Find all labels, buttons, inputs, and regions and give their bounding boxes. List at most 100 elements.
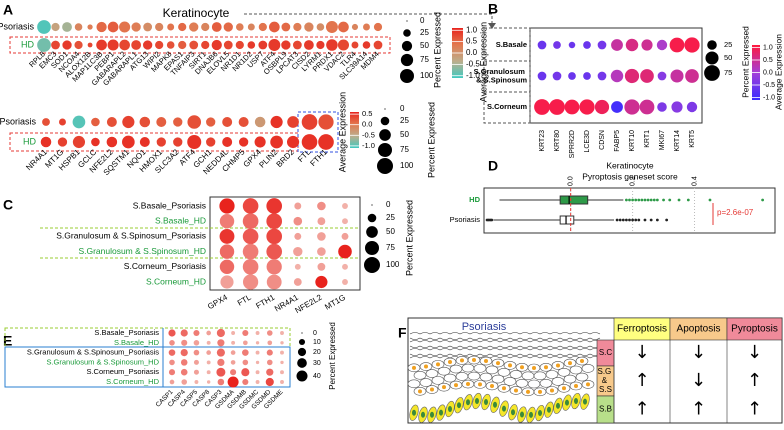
dot <box>181 379 188 385</box>
dot <box>594 99 610 115</box>
size-legend-label: 25 <box>420 28 429 37</box>
nucleus <box>460 358 464 363</box>
dot <box>231 340 236 345</box>
highlight-box <box>9 36 391 54</box>
dot <box>59 118 66 126</box>
annotation-arrow <box>244 13 493 24</box>
outlier <box>662 198 665 202</box>
dot <box>317 201 326 211</box>
size-legend-dot <box>377 142 393 158</box>
outlier <box>625 198 628 202</box>
trend-arrow: ↑ <box>691 399 706 420</box>
gene-label: KRT10 <box>629 130 636 152</box>
dot <box>258 22 267 32</box>
dot <box>293 246 303 257</box>
dot <box>255 331 260 335</box>
size-legend-label: 75 <box>386 243 395 252</box>
chart-title: Keratinocyte <box>606 160 654 170</box>
spinous-cell <box>581 364 595 373</box>
dot <box>656 39 668 51</box>
dot <box>178 40 187 50</box>
dot <box>242 378 249 386</box>
dot <box>671 101 683 113</box>
nucleus <box>586 382 590 387</box>
size-legend-dot <box>403 29 411 37</box>
dot <box>268 21 280 33</box>
spinous-cell <box>473 364 487 373</box>
nucleus <box>544 365 548 370</box>
dot <box>72 115 86 129</box>
outlier <box>637 218 641 222</box>
row-label: S.Granulosum & S.Spinosum_HD <box>78 246 206 256</box>
dot <box>180 329 188 337</box>
basal-nucleus <box>538 410 542 417</box>
dot <box>193 329 200 337</box>
dot <box>180 348 188 357</box>
dot <box>268 39 281 51</box>
dot <box>217 358 225 367</box>
dot <box>342 279 348 285</box>
x-tick-label: 0.0 <box>568 176 575 186</box>
dot <box>255 370 260 375</box>
dot <box>242 228 259 245</box>
colorbar-label: -0.5 <box>362 130 375 139</box>
dot <box>280 380 284 384</box>
dot <box>194 380 199 384</box>
trend-arrow: ↓ <box>634 342 649 363</box>
outlier <box>665 218 669 222</box>
spinous-cell <box>551 377 565 386</box>
outlier <box>708 198 712 202</box>
dot <box>254 136 266 148</box>
corneum-line <box>409 353 601 356</box>
highlight-box <box>4 346 291 388</box>
trend-arrow: ↓ <box>747 342 762 363</box>
dot <box>62 40 72 50</box>
dot <box>143 22 153 32</box>
nucleus <box>430 387 434 392</box>
spinous-cell <box>509 370 523 379</box>
column-header-label: Ferroptosis <box>617 324 667 335</box>
size-legend-dot <box>705 51 719 65</box>
nucleus <box>526 389 530 394</box>
gene-label: FTL <box>236 292 253 307</box>
dot <box>640 69 654 83</box>
colorbar-label: 1.0 <box>763 44 773 51</box>
dot <box>568 72 576 80</box>
dot <box>292 40 302 50</box>
dot <box>156 137 166 147</box>
size-legend-label: 50 <box>724 53 732 62</box>
basal-nucleus <box>475 398 479 405</box>
basal-nucleus <box>556 402 560 409</box>
row-label: S.Granulosum & S.Spinosum_Psoriasis <box>56 231 206 241</box>
dot <box>57 137 68 147</box>
row-label: S.Granulosum & S.Spinosum_HD <box>46 357 159 366</box>
highlight-box <box>297 111 339 153</box>
dot <box>686 101 698 113</box>
colorbar-label: 0.0 <box>466 48 478 57</box>
outlier <box>628 198 631 202</box>
size-legend-dot <box>298 338 306 346</box>
gene-label: MKI67 <box>659 130 666 150</box>
size-legend-label: 10 <box>313 339 321 346</box>
colorbar-label: 0.5 <box>362 109 372 118</box>
basal-nucleus <box>493 401 497 408</box>
dot <box>342 218 348 225</box>
nucleus <box>418 389 422 394</box>
box <box>559 215 575 225</box>
dot <box>242 213 259 230</box>
dot <box>173 117 183 127</box>
size-legend-label: 20 <box>313 349 321 356</box>
dot <box>537 40 547 50</box>
size-legend-dot <box>400 53 414 67</box>
size-legend-dot <box>377 158 393 174</box>
dot <box>91 137 100 147</box>
dot <box>318 114 334 130</box>
gene-label: KRT14 <box>674 130 681 152</box>
dot <box>301 134 318 150</box>
layer-label: S.C <box>599 348 613 357</box>
nucleus <box>538 389 542 394</box>
dot <box>211 39 222 51</box>
row-label: S.Basale_Psoriasis <box>94 328 159 337</box>
dot <box>42 118 50 126</box>
gene-label: FTH1 <box>308 147 329 168</box>
